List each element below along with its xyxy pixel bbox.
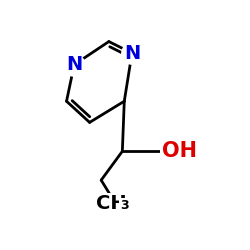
Text: 3: 3 bbox=[120, 199, 128, 212]
Text: N: N bbox=[124, 44, 140, 62]
Text: OH: OH bbox=[162, 141, 197, 161]
Text: CH: CH bbox=[96, 194, 127, 213]
Text: N: N bbox=[66, 55, 82, 74]
